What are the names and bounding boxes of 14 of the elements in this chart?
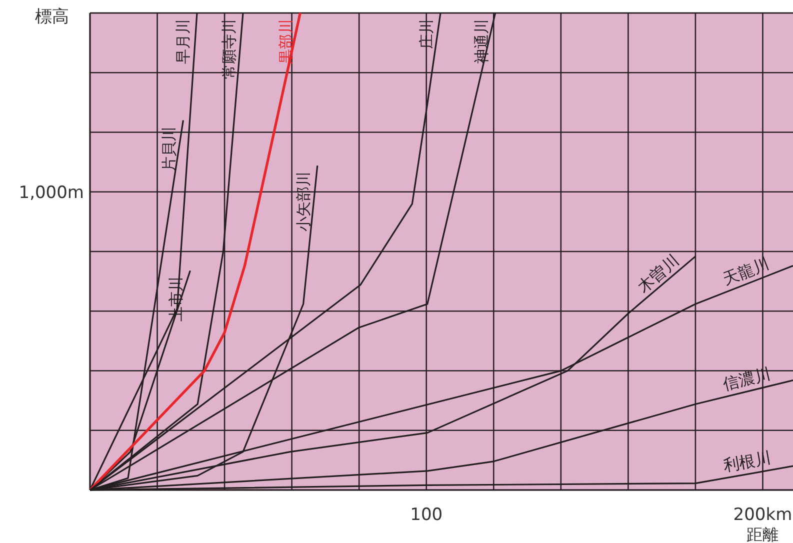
text: 早月川 bbox=[174, 19, 192, 64]
text: 利根川 bbox=[722, 448, 772, 476]
x-tick-label: 100 bbox=[410, 505, 443, 525]
text: 片貝川 bbox=[160, 126, 178, 172]
text: 木曽川 bbox=[634, 250, 683, 296]
x-axis-title: 距離 bbox=[746, 525, 779, 543]
y-axis-title: 標高 bbox=[35, 7, 69, 27]
x-tick-label: 200km bbox=[733, 505, 792, 525]
text: 小矢部川 bbox=[294, 172, 312, 232]
text: 庄川 bbox=[417, 19, 436, 49]
text: 天龍川 bbox=[720, 254, 772, 289]
text: 1,000m bbox=[18, 182, 84, 203]
text: 常願寺川 bbox=[220, 19, 238, 79]
text: 信濃川 bbox=[721, 364, 772, 394]
